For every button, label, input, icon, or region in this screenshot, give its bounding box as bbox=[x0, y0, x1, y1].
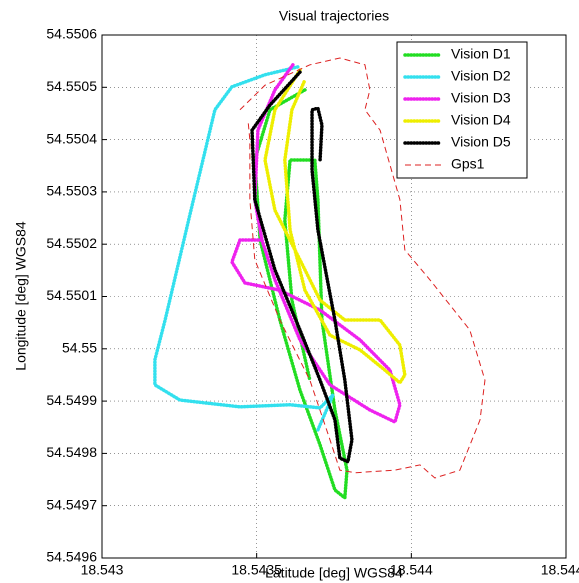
trajectory bbox=[250, 70, 354, 464]
trajectory bbox=[153, 65, 335, 432]
y-tick-label: 54.5505 bbox=[46, 78, 97, 94]
y-tick-label: 54.5501 bbox=[46, 287, 97, 303]
y-tick-label: 54.5498 bbox=[46, 444, 97, 460]
legend-label: Vision D2 bbox=[451, 68, 511, 84]
legend-label: Vision D5 bbox=[451, 134, 511, 150]
y-tick-label: 54.5499 bbox=[46, 392, 97, 408]
y-tick-label: 54.5504 bbox=[46, 130, 97, 146]
x-tick-label: 18.543 bbox=[81, 562, 124, 578]
x-tick-label: 18.5435 bbox=[231, 562, 282, 578]
trajectory bbox=[263, 68, 407, 385]
x-tick-label: 18.544 bbox=[390, 562, 433, 578]
chart-title: Visual trajectories bbox=[279, 8, 389, 24]
y-axis-label: Longitude [deg] WGS84 bbox=[13, 221, 29, 371]
y-tick-label: 54.5496 bbox=[46, 549, 97, 565]
plot-frame bbox=[101, 34, 567, 559]
legend-label: Vision D4 bbox=[451, 112, 511, 128]
legend-label: Gps1 bbox=[451, 156, 485, 172]
trajectory bbox=[239, 57, 486, 479]
y-tick-label: 54.5506 bbox=[46, 26, 97, 42]
legend-box bbox=[396, 41, 528, 179]
y-tick-label: 54.5497 bbox=[46, 496, 97, 512]
x-axis-label: Latitude [deg] WGS84 bbox=[265, 565, 403, 581]
x-tick-label: 18.5445 bbox=[541, 562, 579, 578]
y-tick-label: 54.5502 bbox=[46, 235, 97, 251]
y-tick-label: 54.5503 bbox=[46, 183, 97, 199]
legend-label: Vision D3 bbox=[451, 90, 511, 106]
y-tick-label: 54.55 bbox=[62, 340, 97, 356]
legend-label: Vision D1 bbox=[451, 46, 511, 62]
